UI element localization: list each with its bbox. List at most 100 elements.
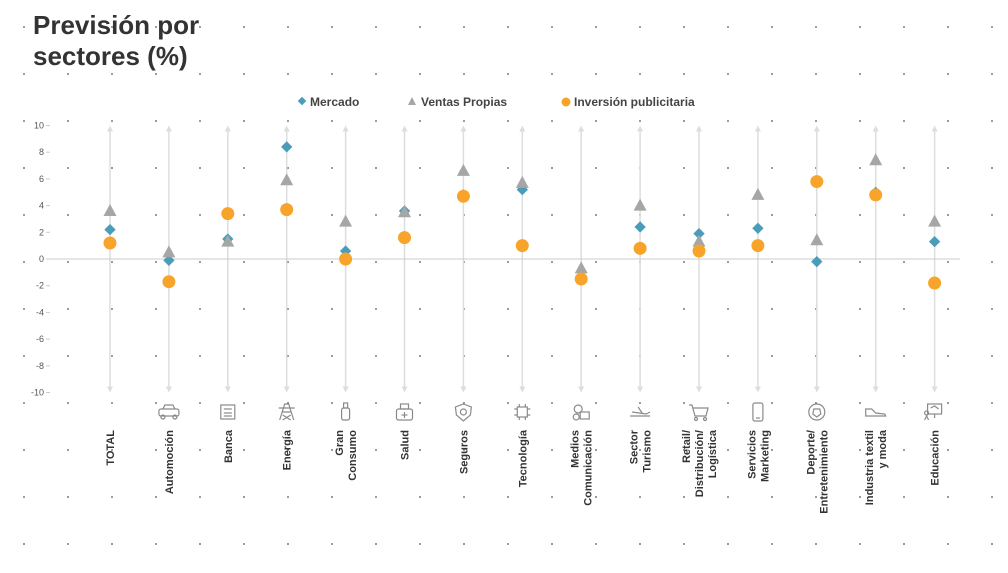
- data-point-mercado: [104, 223, 116, 236]
- background-dot: [551, 167, 553, 169]
- background-dot: [859, 73, 861, 75]
- series-ventas: [103, 153, 942, 274]
- background-dot: [683, 214, 685, 216]
- background-dot: [23, 26, 25, 28]
- range-arrow-up: [696, 125, 702, 132]
- data-point-ventas: [869, 153, 883, 166]
- phone-icon-part: [752, 402, 764, 422]
- background-dot: [111, 402, 113, 404]
- background-dot: [111, 543, 113, 545]
- range-arrow-up: [107, 125, 113, 132]
- background-dot: [859, 308, 861, 310]
- background-dot: [463, 26, 465, 28]
- background-dot: [859, 449, 861, 451]
- background-dot: [683, 167, 685, 169]
- data-point-ventas: [692, 234, 706, 247]
- background-dot: [331, 120, 333, 122]
- background-dot: [991, 402, 993, 404]
- background-dot: [419, 449, 421, 451]
- data-point-inversion: [221, 207, 235, 221]
- background-dot: [155, 261, 157, 263]
- data-point-ventas: [456, 163, 470, 176]
- background-dot: [23, 73, 25, 75]
- background-dot: [287, 449, 289, 451]
- background-dot: [375, 120, 377, 122]
- data-point-ventas: [280, 173, 294, 186]
- background-dot: [23, 449, 25, 451]
- data-point-inversion: [869, 188, 883, 202]
- legend-marker-inversion: [561, 97, 571, 107]
- presentation-icon: [923, 403, 943, 421]
- background-dot: [771, 308, 773, 310]
- chip-icon: [514, 404, 531, 420]
- background-dot: [991, 543, 993, 545]
- background-dot: [991, 355, 993, 357]
- background-dot: [903, 308, 905, 310]
- background-dot: [947, 26, 949, 28]
- background-dot: [507, 496, 509, 498]
- background-dot: [727, 214, 729, 216]
- background-dot: [199, 355, 201, 357]
- car-icon-part: [158, 408, 180, 417]
- background-dot: [23, 496, 25, 498]
- cart-icon-part: [693, 416, 699, 422]
- background-dot: [23, 120, 25, 122]
- background-dot: [419, 402, 421, 404]
- background-dot: [507, 120, 509, 122]
- background-dot: [683, 355, 685, 357]
- background-dot: [287, 26, 289, 28]
- background-dot: [595, 26, 597, 28]
- data-point-inversion: [692, 244, 706, 258]
- y-tick-label: 4: [39, 201, 44, 211]
- background-dot: [683, 308, 685, 310]
- background-dot: [903, 496, 905, 498]
- x-tick-label: Industria textil: [864, 430, 876, 505]
- background-dot: [815, 449, 817, 451]
- range-arrow-down: [578, 386, 585, 393]
- background-dot: [331, 261, 333, 263]
- data-point-ventas: [515, 175, 529, 188]
- background-dot: [507, 543, 509, 545]
- background-dot: [727, 73, 729, 75]
- x-tick-label: Logística: [707, 429, 719, 478]
- x-tick-label: TOTAL: [105, 430, 117, 466]
- background-dot: [859, 402, 861, 404]
- background-dot: [727, 355, 729, 357]
- x-axis-labels: TOTAL Automoción Banca Energía Gran Consumo Sa…: [105, 429, 942, 514]
- background-dot: [287, 308, 289, 310]
- background-dot: [419, 167, 421, 169]
- background-dot: [991, 26, 993, 28]
- background-dot: [595, 167, 597, 169]
- background-dot: [551, 402, 553, 404]
- background-dot: [991, 496, 993, 498]
- background-dot: [67, 402, 69, 404]
- background-dot: [683, 261, 685, 263]
- range-arrow-up: [578, 125, 585, 132]
- background-dot: [331, 214, 333, 216]
- background-dot: [639, 449, 641, 451]
- range-arrow-up: [754, 125, 761, 132]
- car-icon-part: [160, 414, 166, 420]
- background-dot: [287, 120, 289, 122]
- background-dot: [815, 26, 817, 28]
- background-dot: [463, 543, 465, 545]
- background-dot: [67, 355, 69, 357]
- background-dot: [375, 496, 377, 498]
- presentation-icon-part: [924, 405, 939, 421]
- x-tick-label: Salud: [400, 430, 412, 460]
- background-dot: [331, 167, 333, 169]
- range-arrow-down: [283, 386, 290, 393]
- data-point-inversion: [162, 275, 176, 289]
- background-dot: [155, 449, 157, 451]
- range-arrow-up: [460, 125, 467, 132]
- chart-title: Previsión por sectores (%): [33, 10, 200, 71]
- data-point-mercado: [928, 235, 941, 248]
- background-dot: [903, 167, 905, 169]
- media-icon-part: [573, 404, 583, 414]
- data-point-ventas: [751, 187, 765, 200]
- background-dot: [771, 543, 773, 545]
- background-dot: [639, 496, 641, 498]
- background-dot: [331, 308, 333, 310]
- range-arrow-down: [931, 386, 938, 393]
